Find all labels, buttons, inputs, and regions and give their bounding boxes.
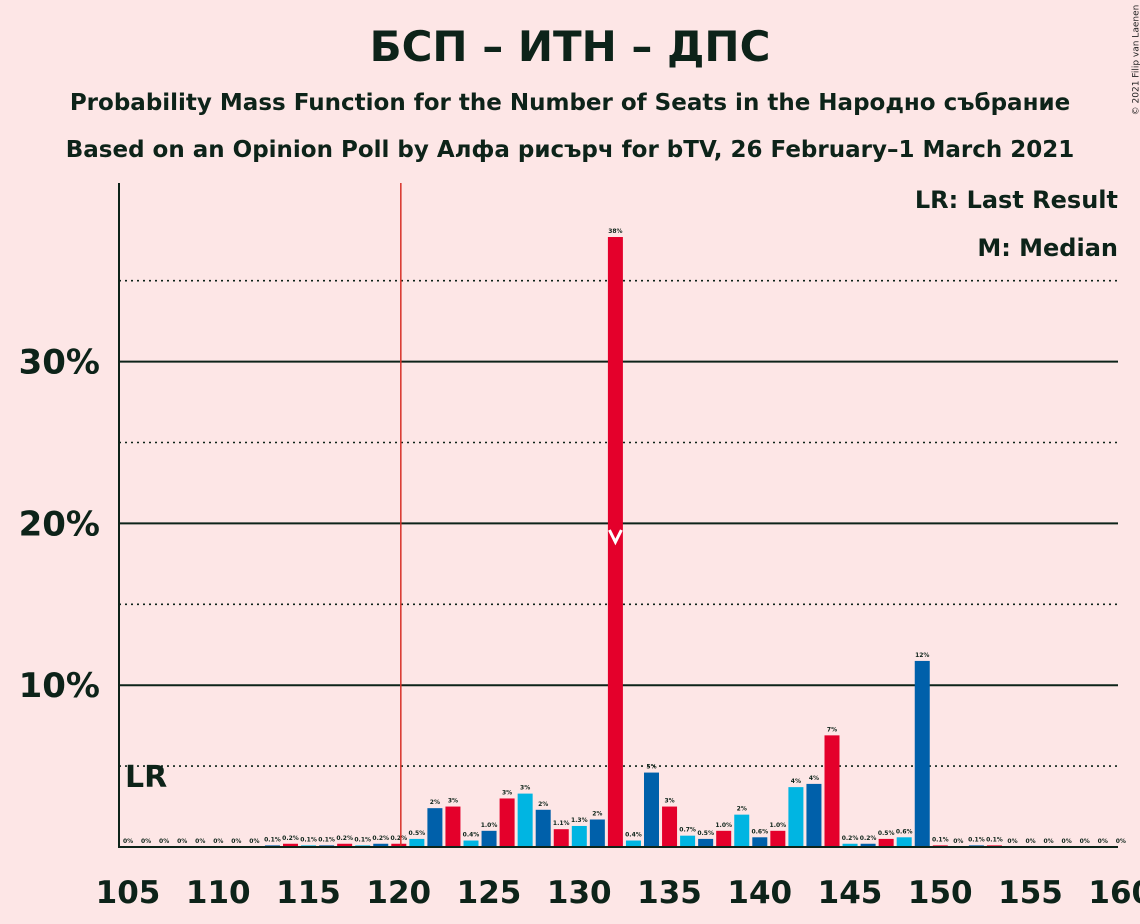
bar-value-label: 1.1% [553, 820, 570, 827]
bar-value-label: 0.1% [300, 836, 317, 843]
bar [879, 839, 894, 847]
bar-value-label: 0.1% [986, 836, 1003, 843]
bar-value-label: 3% [520, 785, 530, 792]
bar [716, 831, 731, 847]
bar-value-label: 4% [791, 778, 801, 785]
bar-value-label: 0.6% [896, 828, 913, 835]
bar-value-label: 0.2% [842, 835, 859, 842]
x-tick-label: 130 [547, 875, 612, 911]
bar-value-label: 1.3% [571, 817, 588, 824]
bar-value-label: 5% [646, 764, 656, 771]
bar-value-label: 0% [1007, 838, 1017, 845]
bar-value-label: 3% [448, 798, 458, 805]
bar [644, 773, 659, 847]
bar-value-label: 3% [664, 798, 674, 805]
bar-value-label: 0% [1062, 838, 1072, 845]
x-tick-label: 145 [818, 875, 883, 911]
x-tick-label: 115 [276, 875, 341, 911]
bar-value-label: 0.1% [932, 836, 949, 843]
bar-value-label: 2% [538, 801, 548, 808]
x-tick-label: 125 [457, 875, 522, 911]
bar [662, 807, 677, 847]
bar-value-label: 2% [592, 810, 602, 817]
bar [536, 810, 551, 847]
bar [482, 831, 497, 847]
bar-value-label: 0.1% [354, 836, 371, 843]
bar-value-label: 0% [1044, 838, 1054, 845]
y-tick-label: 30% [19, 343, 100, 383]
bar [500, 798, 515, 847]
bar-value-label: 0.2% [282, 835, 299, 842]
bar-value-label: 2% [430, 799, 440, 806]
bar-value-label: 1.0% [481, 822, 498, 829]
bar-value-label: 0% [141, 838, 151, 845]
bar [770, 831, 785, 847]
bar-value-label: 2% [737, 806, 747, 813]
bar-value-label: 38% [608, 228, 622, 235]
y-tick-label: 20% [19, 504, 100, 544]
x-tick-label: 105 [96, 875, 161, 911]
bar [554, 829, 569, 847]
bar-value-label: 0.5% [697, 830, 714, 837]
bar-value-label: 7% [827, 726, 837, 733]
bar-value-label: 0.2% [372, 835, 389, 842]
bar-value-label: 0.2% [860, 835, 877, 842]
x-tick-label: 155 [998, 875, 1063, 911]
bar [788, 787, 803, 847]
bar-value-label: 0% [159, 838, 169, 845]
bar [590, 819, 605, 847]
bar [680, 836, 695, 847]
bar-value-label: 0% [1025, 838, 1035, 845]
bar-value-label: 0% [249, 838, 259, 845]
bar-value-label: 3% [502, 789, 512, 796]
bar-value-label: 0.1% [264, 836, 281, 843]
x-tick-label: 135 [637, 875, 702, 911]
bar [825, 735, 840, 847]
bar [698, 839, 713, 847]
x-tick-label: 150 [908, 875, 973, 911]
bar [897, 837, 912, 847]
x-tick-label: 160 [1088, 875, 1140, 911]
bar-value-label: 0% [953, 838, 963, 845]
bar [518, 794, 533, 847]
bar-value-label: 0.5% [409, 830, 426, 837]
bar-value-label: 0% [1116, 838, 1126, 845]
bar-value-label: 0% [123, 838, 133, 845]
bar-value-label: 0.4% [625, 832, 642, 839]
last-result-label: LR [125, 760, 167, 795]
x-tick-label: 110 [186, 875, 251, 911]
bar-value-label: 0.2% [390, 835, 407, 842]
bar-value-label: 0.6% [751, 828, 768, 835]
bar-value-label: 0.4% [463, 832, 480, 839]
bar-value-label: 4% [809, 775, 819, 782]
bar-value-label: 0.7% [679, 827, 696, 834]
bar-value-label: 0.2% [336, 835, 353, 842]
bar-value-label: 0% [195, 838, 205, 845]
bar-value-label: 12% [915, 652, 929, 659]
bar-value-label: 0% [177, 838, 187, 845]
bar-value-label: 0.5% [878, 830, 895, 837]
bar-value-label: 0.1% [968, 836, 985, 843]
bar [409, 839, 424, 847]
bar [572, 826, 587, 847]
bar [806, 784, 821, 847]
bar [915, 661, 930, 847]
x-tick-label: 140 [727, 875, 792, 911]
bar-value-label: 1.0% [770, 822, 787, 829]
x-tick-label: 120 [366, 875, 431, 911]
bar-value-label: 0% [213, 838, 223, 845]
bar-value-label: 0.1% [318, 836, 335, 843]
bar [445, 807, 460, 847]
bar-value-label: 0% [1080, 838, 1090, 845]
bar [427, 808, 442, 847]
bar-value-label: 0% [1098, 838, 1108, 845]
bar [734, 815, 749, 847]
bar-value-label: 0% [231, 838, 241, 845]
bar [752, 837, 767, 847]
bar-value-label: 1.0% [715, 822, 732, 829]
y-tick-label: 10% [19, 666, 100, 706]
